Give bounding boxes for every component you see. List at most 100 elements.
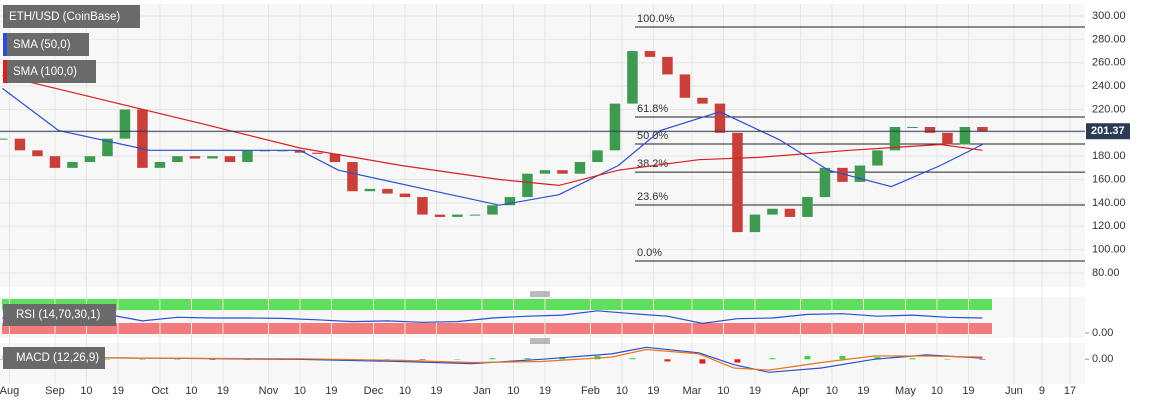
- candle: [627, 51, 638, 104]
- x-tick-label: Dec: [364, 385, 384, 397]
- candle: [539, 170, 551, 174]
- candle: [487, 205, 498, 215]
- macd-tick-label: 0.00: [1092, 353, 1113, 365]
- x-tick-label: Apr: [792, 385, 809, 397]
- x-tick-label: May: [895, 385, 916, 397]
- legend-entry: SMA (100,0): [13, 66, 77, 78]
- candle: [504, 197, 516, 206]
- candle: [679, 74, 691, 98]
- macd-hist-bar: [104, 359, 111, 360]
- candle: [434, 214, 446, 217]
- candle: [854, 165, 866, 182]
- candle: [312, 152, 323, 154]
- candle: [399, 193, 411, 198]
- macd-title: MACD (12,26,9): [16, 352, 99, 364]
- macd-line: [2, 348, 983, 371]
- sma-line: [2, 87, 983, 206]
- candle: [942, 132, 953, 145]
- x-tick-label: 10: [717, 385, 729, 397]
- candle: [0, 138, 8, 140]
- rsi-oversold-band: [2, 323, 992, 334]
- legend-box: [3, 347, 105, 369]
- candle: [224, 156, 236, 163]
- macd-hist-bar: [909, 358, 916, 360]
- x-tick-label: 10: [80, 385, 92, 397]
- macd-hist-bar: [839, 356, 846, 360]
- candle: [364, 188, 376, 192]
- rsi-overbought-band: [2, 299, 992, 310]
- candle: [49, 156, 61, 168]
- candle: [977, 126, 988, 132]
- x-tick-label: 19: [647, 385, 659, 397]
- candle: [67, 162, 78, 168]
- x-tick-label: 9: [1039, 385, 1045, 397]
- candle: [767, 208, 778, 215]
- rsi-tick-label: 0.00: [1092, 327, 1113, 339]
- macd-hist-bar: [979, 359, 986, 360]
- macd-hist-bar: [174, 359, 181, 360]
- legend-swatch: [3, 33, 7, 56]
- legend-box: [3, 33, 89, 56]
- legend-title: ETH/USD (CoinBase): [9, 11, 120, 23]
- x-tick-label: 19: [962, 385, 974, 397]
- candle: [819, 167, 831, 198]
- last-price-box: [1086, 123, 1130, 140]
- x-tick-label: Mar: [682, 385, 701, 397]
- x-tick-label: 19: [749, 385, 761, 397]
- candle: [84, 156, 96, 163]
- candle: [189, 156, 201, 159]
- candle: [907, 126, 918, 128]
- macd-hist-bar: [384, 359, 391, 360]
- last-price-label: 201.37: [1091, 125, 1125, 137]
- price-panel: [0, 4, 1085, 287]
- macd-line: [2, 346, 983, 373]
- candle: [347, 162, 358, 192]
- x-tick-label: Oct: [151, 385, 168, 397]
- x-tick-label: 19: [217, 385, 229, 397]
- legend-box: [3, 304, 116, 326]
- x-tick-label: Sep: [45, 385, 65, 397]
- x-tick-label: 10: [185, 385, 197, 397]
- macd-hist-bar: [664, 359, 671, 362]
- x-tick-label: Feb: [581, 385, 600, 397]
- candle: [749, 214, 761, 233]
- macd-hist-bar: [209, 359, 216, 360]
- candle: [207, 156, 218, 159]
- candle: [119, 109, 131, 139]
- x-tick-label: 10: [399, 385, 411, 397]
- x-tick-label: Aug: [0, 385, 19, 397]
- x-tick-label: 19: [325, 385, 337, 397]
- candle: [644, 51, 656, 57]
- candle: [924, 126, 936, 133]
- candle: [732, 132, 743, 233]
- legend-box: [3, 5, 140, 28]
- x-tick-label: 10: [826, 385, 838, 397]
- x-tick-label: Jun: [1005, 385, 1023, 397]
- panel-handle[interactable]: [530, 291, 550, 344]
- fib-label: 23.6%: [637, 191, 668, 203]
- legend-swatch: [3, 60, 7, 83]
- y-tick-label: 300.00: [1092, 10, 1126, 22]
- rsi-line: [2, 310, 983, 325]
- macd-hist-bar: [139, 359, 146, 360]
- macd-hist-bar: [524, 358, 531, 360]
- y-tick-label: 280.00: [1092, 33, 1126, 45]
- macd-hist-bar: [0, 359, 6, 360]
- legend-entry: SMA (50,0): [13, 39, 71, 51]
- candle: [714, 103, 726, 133]
- candle: [697, 97, 708, 104]
- x-tick-label: 10: [931, 385, 943, 397]
- fib-label: 0.0%: [637, 247, 662, 259]
- macd-hist-bar: [489, 358, 496, 360]
- fib-label: 100.0%: [637, 13, 675, 25]
- legend: ETH/USD (CoinBase) SMA (50,0) SMA (100,0…: [3, 5, 140, 369]
- candle: [609, 103, 621, 151]
- macd-hist-bar: [944, 359, 951, 360]
- candle: [959, 126, 971, 145]
- x-tick-label: 17: [1064, 385, 1076, 397]
- y-tick-label: 80.00: [1092, 267, 1120, 279]
- candle: [802, 197, 813, 217]
- x-tick-label: Nov: [259, 385, 279, 397]
- candle: [32, 150, 43, 157]
- macd-hist-bar: [244, 359, 251, 360]
